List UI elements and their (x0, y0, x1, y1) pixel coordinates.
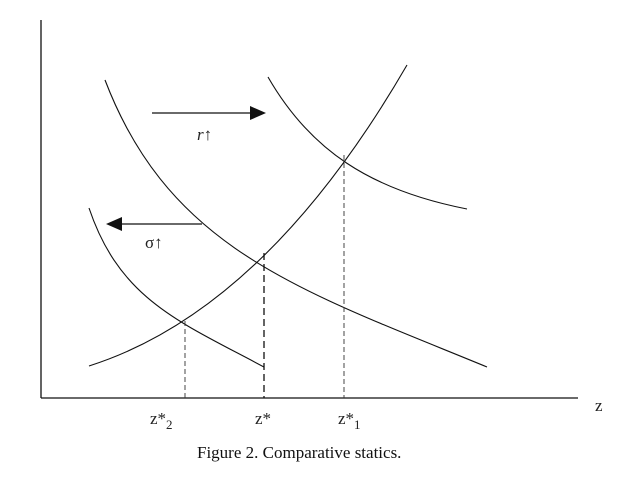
right-shifted-downward-curve (267, 76, 468, 210)
shift-left-label: σ↑ (145, 233, 163, 252)
z-star-label: z* (255, 409, 271, 428)
figure-caption: Figure 2. Comparative statics. (197, 443, 401, 462)
z-star-1-label: z*1 (338, 409, 361, 432)
upward-sloping-curve (88, 64, 408, 367)
z-star-2-label: z*2 (150, 409, 173, 432)
middle-downward-curve (104, 79, 488, 368)
shift-right-label: r↑ (197, 125, 212, 144)
left-shifted-downward-curve (88, 207, 265, 368)
shift-right-arrow (152, 106, 266, 120)
x-axis-label: z (595, 396, 603, 415)
shift-left-arrow (106, 217, 202, 231)
